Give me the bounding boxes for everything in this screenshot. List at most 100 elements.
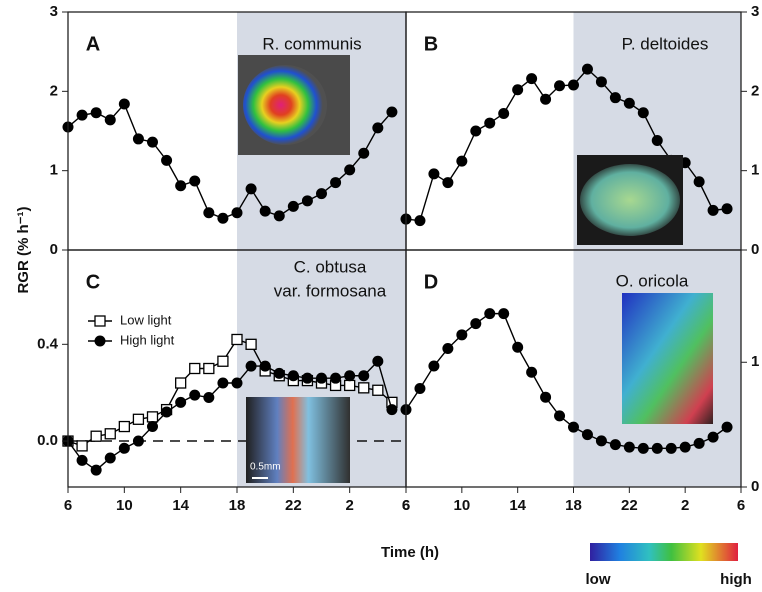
- marker: [512, 341, 524, 353]
- marker: [595, 76, 607, 88]
- marker: [90, 430, 102, 442]
- marker: [245, 183, 257, 195]
- marker: [665, 442, 677, 454]
- marker: [330, 177, 342, 189]
- marker: [104, 428, 116, 440]
- marker: [623, 97, 635, 109]
- marker: [358, 370, 370, 382]
- y-tick-label: 0: [50, 241, 58, 258]
- panel-label: B: [424, 33, 438, 55]
- inset-image: [246, 397, 350, 483]
- marker: [259, 205, 271, 217]
- marker: [609, 92, 621, 104]
- y-tick-label: 2: [50, 82, 58, 99]
- y-tick-label: 3: [751, 3, 759, 20]
- marker: [470, 125, 482, 137]
- y-axis-label: RGR (% h⁻¹): [15, 206, 32, 293]
- panel-label: D: [424, 271, 438, 293]
- marker: [76, 454, 88, 466]
- marker: [721, 203, 733, 215]
- marker: [707, 431, 719, 443]
- marker: [217, 377, 229, 389]
- marker: [372, 355, 384, 367]
- marker: [330, 372, 342, 384]
- marker: [581, 429, 593, 441]
- y-tick-label: 3: [50, 3, 58, 20]
- marker: [90, 107, 102, 119]
- marker: [512, 84, 524, 96]
- marker: [203, 207, 215, 219]
- marker: [651, 442, 663, 454]
- legend-label: Low light: [120, 312, 172, 327]
- marker: [104, 114, 116, 126]
- marker: [526, 73, 538, 85]
- marker: [273, 210, 285, 222]
- marker: [372, 384, 384, 396]
- colorbar: [590, 543, 738, 561]
- marker: [721, 421, 733, 433]
- x-tick-label: 2: [681, 497, 689, 514]
- marker: [581, 63, 593, 75]
- marker: [470, 318, 482, 330]
- marker: [568, 79, 579, 91]
- marker: [287, 200, 299, 212]
- x-tick-label: 18: [565, 497, 582, 514]
- marker: [273, 367, 285, 379]
- marker: [175, 396, 187, 408]
- marker: [161, 406, 173, 418]
- panel-title: C. obtusa: [294, 257, 367, 276]
- marker: [637, 442, 649, 454]
- inset-image: [580, 164, 680, 236]
- y-tick-label: 0: [751, 478, 759, 495]
- marker: [132, 435, 144, 447]
- x-tick-label: 6: [64, 497, 72, 514]
- marker: [498, 308, 510, 320]
- marker: [707, 204, 719, 216]
- y-tick-label: 1: [751, 162, 759, 179]
- x-tick-label: 22: [621, 497, 638, 514]
- marker: [132, 413, 145, 425]
- marker: [104, 452, 116, 464]
- marker: [203, 392, 215, 404]
- inset-image: [622, 293, 713, 424]
- marker: [189, 362, 201, 375]
- marker: [316, 372, 327, 384]
- marker: [651, 135, 663, 147]
- marker: [301, 372, 313, 384]
- marker: [358, 147, 370, 159]
- panel-title: var. formosana: [274, 281, 387, 300]
- marker: [526, 366, 538, 378]
- legend-marker: [94, 335, 106, 347]
- marker: [203, 362, 215, 375]
- y-tick-label: 0: [751, 241, 759, 258]
- marker: [231, 207, 243, 219]
- marker: [231, 377, 243, 389]
- marker: [132, 133, 144, 145]
- panel-title: R. communis: [262, 34, 361, 53]
- series: [62, 355, 398, 476]
- x-tick-label: 14: [509, 497, 526, 514]
- marker: [637, 107, 649, 119]
- y-tick-label: 2: [751, 82, 759, 99]
- marker: [442, 343, 454, 355]
- marker: [245, 338, 257, 350]
- x-tick-label: 6: [737, 497, 745, 514]
- marker: [623, 441, 635, 453]
- insets: [238, 55, 713, 483]
- marker: [217, 212, 229, 224]
- marker: [456, 329, 468, 341]
- marker: [76, 109, 88, 121]
- marker: [554, 80, 566, 92]
- inset-image: [243, 65, 327, 145]
- marker: [609, 439, 621, 451]
- marker: [540, 391, 552, 403]
- panel-label: A: [86, 33, 100, 55]
- marker: [693, 437, 705, 449]
- marker: [386, 106, 398, 118]
- marker: [175, 377, 187, 389]
- marker: [358, 382, 370, 394]
- x-tick-label: 6: [402, 497, 410, 514]
- marker: [217, 355, 229, 367]
- annotation: 0.5mm: [250, 462, 281, 473]
